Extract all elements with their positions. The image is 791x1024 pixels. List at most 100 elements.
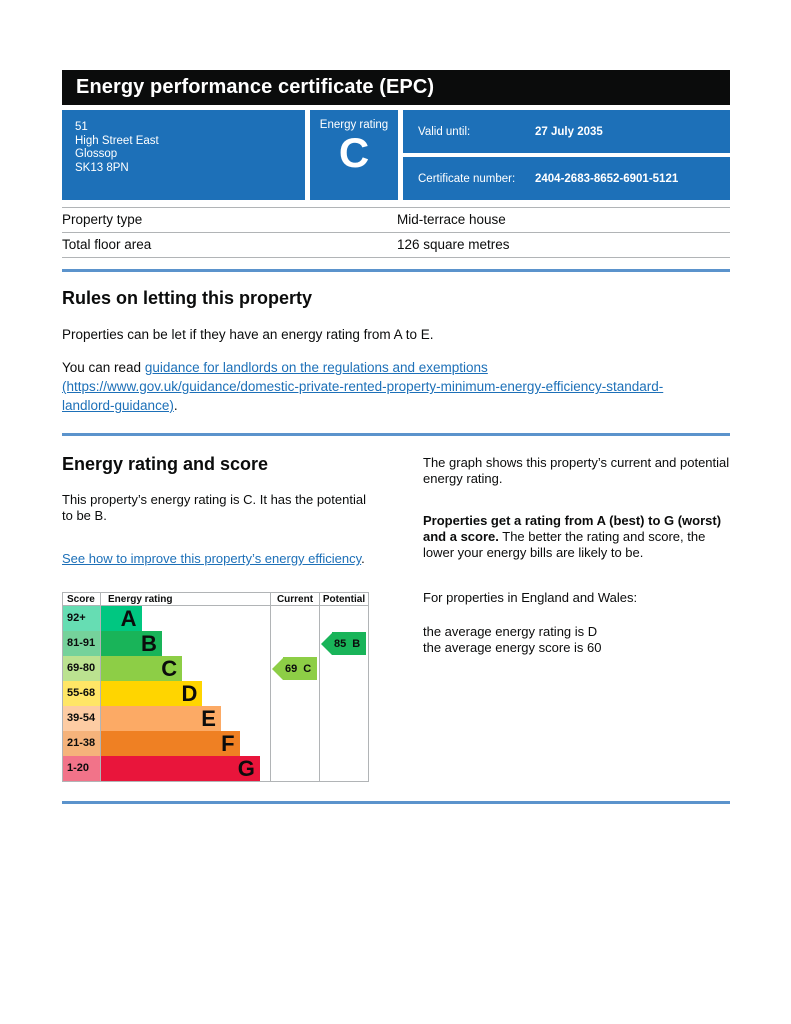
rating-explanation-bold: Properties get a rating from A (best) to…: [423, 513, 722, 544]
property-type-value: Mid-terrace house: [397, 212, 506, 227]
epc-score-cell: 81-91: [63, 631, 100, 656]
epc-band-letter: B: [140, 631, 157, 656]
certificate-number-label: Certificate number:: [418, 172, 516, 185]
epc-band-cell: D: [100, 681, 270, 706]
epc-col-header-potential: Potential: [319, 593, 368, 605]
table-row: Property type Mid-terrace house: [62, 208, 730, 233]
page-title: Energy performance certificate (EPC): [76, 76, 435, 98]
valid-until-box: Valid until: 27 July 2035: [403, 110, 730, 153]
epc-band-cell: C: [100, 656, 270, 681]
epc-potential-cell: 85 B: [319, 631, 368, 656]
property-summary-table: Property type Mid-terrace house Total fl…: [62, 207, 730, 258]
epc-potential-cell: [319, 656, 368, 681]
left-arrow-point-icon: [321, 632, 332, 655]
epc-band-row: 39-54 E: [63, 706, 368, 731]
rating-left-column: Energy rating and score This property’s …: [62, 454, 423, 782]
epc-content: Energy performance certificate (EPC) 51 …: [62, 70, 730, 804]
certificate-number-box: Certificate number: 2404-2683-8652-6901-…: [403, 157, 730, 200]
epc-score-cell: 92+: [63, 606, 100, 631]
epc-current-cell: [270, 606, 319, 631]
epc-score-cell: 39-54: [63, 706, 100, 731]
epc-band-cell: F: [100, 731, 270, 756]
epc-score-cell: 1-20: [63, 756, 100, 781]
valid-until-value: 27 July 2035: [535, 125, 603, 138]
epc-band-letter: E: [201, 706, 216, 731]
epc-potential-cell: [319, 606, 368, 631]
current-rating-arrow: 69 C: [272, 657, 318, 680]
epc-band-bar-d: D: [101, 681, 203, 706]
property-type-label: Property type: [62, 212, 143, 227]
rating-arrow-body: 85 B: [332, 632, 367, 655]
left-arrow-point-icon: [272, 657, 283, 680]
address-line-2: High Street East: [75, 134, 159, 147]
epc-score-cell: 55-68: [63, 681, 100, 706]
epc-band-row: 55-68 D: [63, 681, 368, 706]
epc-band-cell: B: [100, 631, 270, 656]
epc-band-bar-a: A: [101, 606, 142, 631]
rules-section: Rules on letting this property Propertie…: [62, 288, 730, 415]
address-line-3: Glossop: [75, 148, 118, 160]
england-wales-text: For properties in England and Wales:: [423, 590, 638, 605]
rating-explanation-text: Properties get a rating from A (best) to…: [423, 513, 730, 561]
epc-band-cell: E: [100, 706, 270, 731]
improve-link-suffix: .: [361, 551, 365, 566]
energy-rating-value: C: [338, 129, 370, 176]
epc-col-header-rating: Energy rating: [100, 593, 270, 605]
epc-band-bar-b: B: [101, 631, 162, 656]
epc-band-letter: D: [181, 681, 198, 706]
rating-heading: Energy rating and score: [62, 454, 269, 474]
epc-graph-header: Score Energy rating Current Potential: [63, 593, 368, 606]
average-rating-line: the average energy rating is D: [423, 624, 598, 639]
epc-current-cell: [270, 631, 319, 656]
landlord-guidance-link[interactable]: guidance for landlords on the regulation…: [62, 360, 664, 413]
graph-intro-text: The graph shows this property’s current …: [423, 455, 730, 486]
rules-paragraph: Properties can be let if they have an en…: [62, 327, 434, 342]
epc-potential-cell: [319, 756, 368, 781]
rules-guidance-paragraph: You can read guidance for landlords on t…: [62, 358, 712, 415]
epc-potential-cell: [319, 731, 368, 756]
certificate-info-stack: Valid until: 27 July 2035 Certificate nu…: [403, 110, 730, 200]
epc-band-letter: A: [120, 606, 137, 631]
section-divider: [62, 433, 730, 436]
rating-explanation-rest: The better the rating and score, the low…: [423, 529, 706, 560]
section-divider: [62, 269, 730, 272]
rating-score-value: 85: [334, 637, 347, 650]
table-row: Total floor area 126 square metres: [62, 233, 730, 258]
average-score-line: the average energy score is 60: [423, 640, 602, 655]
epc-current-cell: 69 C: [270, 656, 319, 681]
epc-band-bar-f: F: [101, 731, 240, 756]
epc-current-cell: [270, 706, 319, 731]
rules-heading: Rules on letting this property: [62, 288, 313, 308]
certificate-summary-boxes: 51 High Street East Glossop SK13 8PN Ene…: [62, 110, 730, 200]
energy-rating-label: Energy rating: [319, 119, 389, 131]
rating-right-column: The graph shows this property’s current …: [423, 454, 730, 782]
certificate-number-value: 2404-2683-8652-6901-5121: [535, 172, 679, 185]
certificate-title-bar: Energy performance certificate (EPC): [62, 70, 730, 105]
epc-band-row: 92+ A: [63, 606, 368, 631]
guidance-text-suffix: .: [173, 398, 178, 413]
epc-score-cell: 69-80: [63, 656, 100, 681]
floor-area-value: 126 square metres: [397, 237, 510, 252]
epc-col-header-current: Current: [270, 593, 319, 605]
epc-rating-graph: Score Energy rating Current Potential 92+ A 81…: [62, 592, 369, 782]
epc-potential-cell: [319, 706, 368, 731]
epc-current-cell: [270, 731, 319, 756]
epc-band-letter: G: [237, 756, 255, 781]
rating-letter-value: C: [303, 662, 312, 675]
section-divider: [62, 801, 730, 804]
property-address: 51 High Street East Glossop SK13 8PN: [62, 110, 305, 200]
improve-efficiency-link[interactable]: See how to improve this property’s energ…: [62, 551, 362, 566]
epc-col-header-score: Score: [67, 593, 95, 605]
epc-band-row: 21-38 F: [63, 731, 368, 756]
epc-current-cell: [270, 756, 319, 781]
average-ratings: the average energy rating is D the avera…: [423, 624, 730, 656]
address-line-1: 51: [75, 121, 88, 133]
valid-until-label: Valid until:: [418, 125, 471, 138]
rating-arrow-body: 69 C: [283, 657, 318, 680]
epc-band-row: 1-20 G: [63, 756, 368, 781]
rating-summary-text: This property’s energy rating is C. It h…: [62, 492, 366, 523]
epc-band-cell: G: [100, 756, 270, 781]
improve-paragraph: See how to improve this property’s energ…: [62, 551, 372, 567]
epc-potential-cell: [319, 681, 368, 706]
